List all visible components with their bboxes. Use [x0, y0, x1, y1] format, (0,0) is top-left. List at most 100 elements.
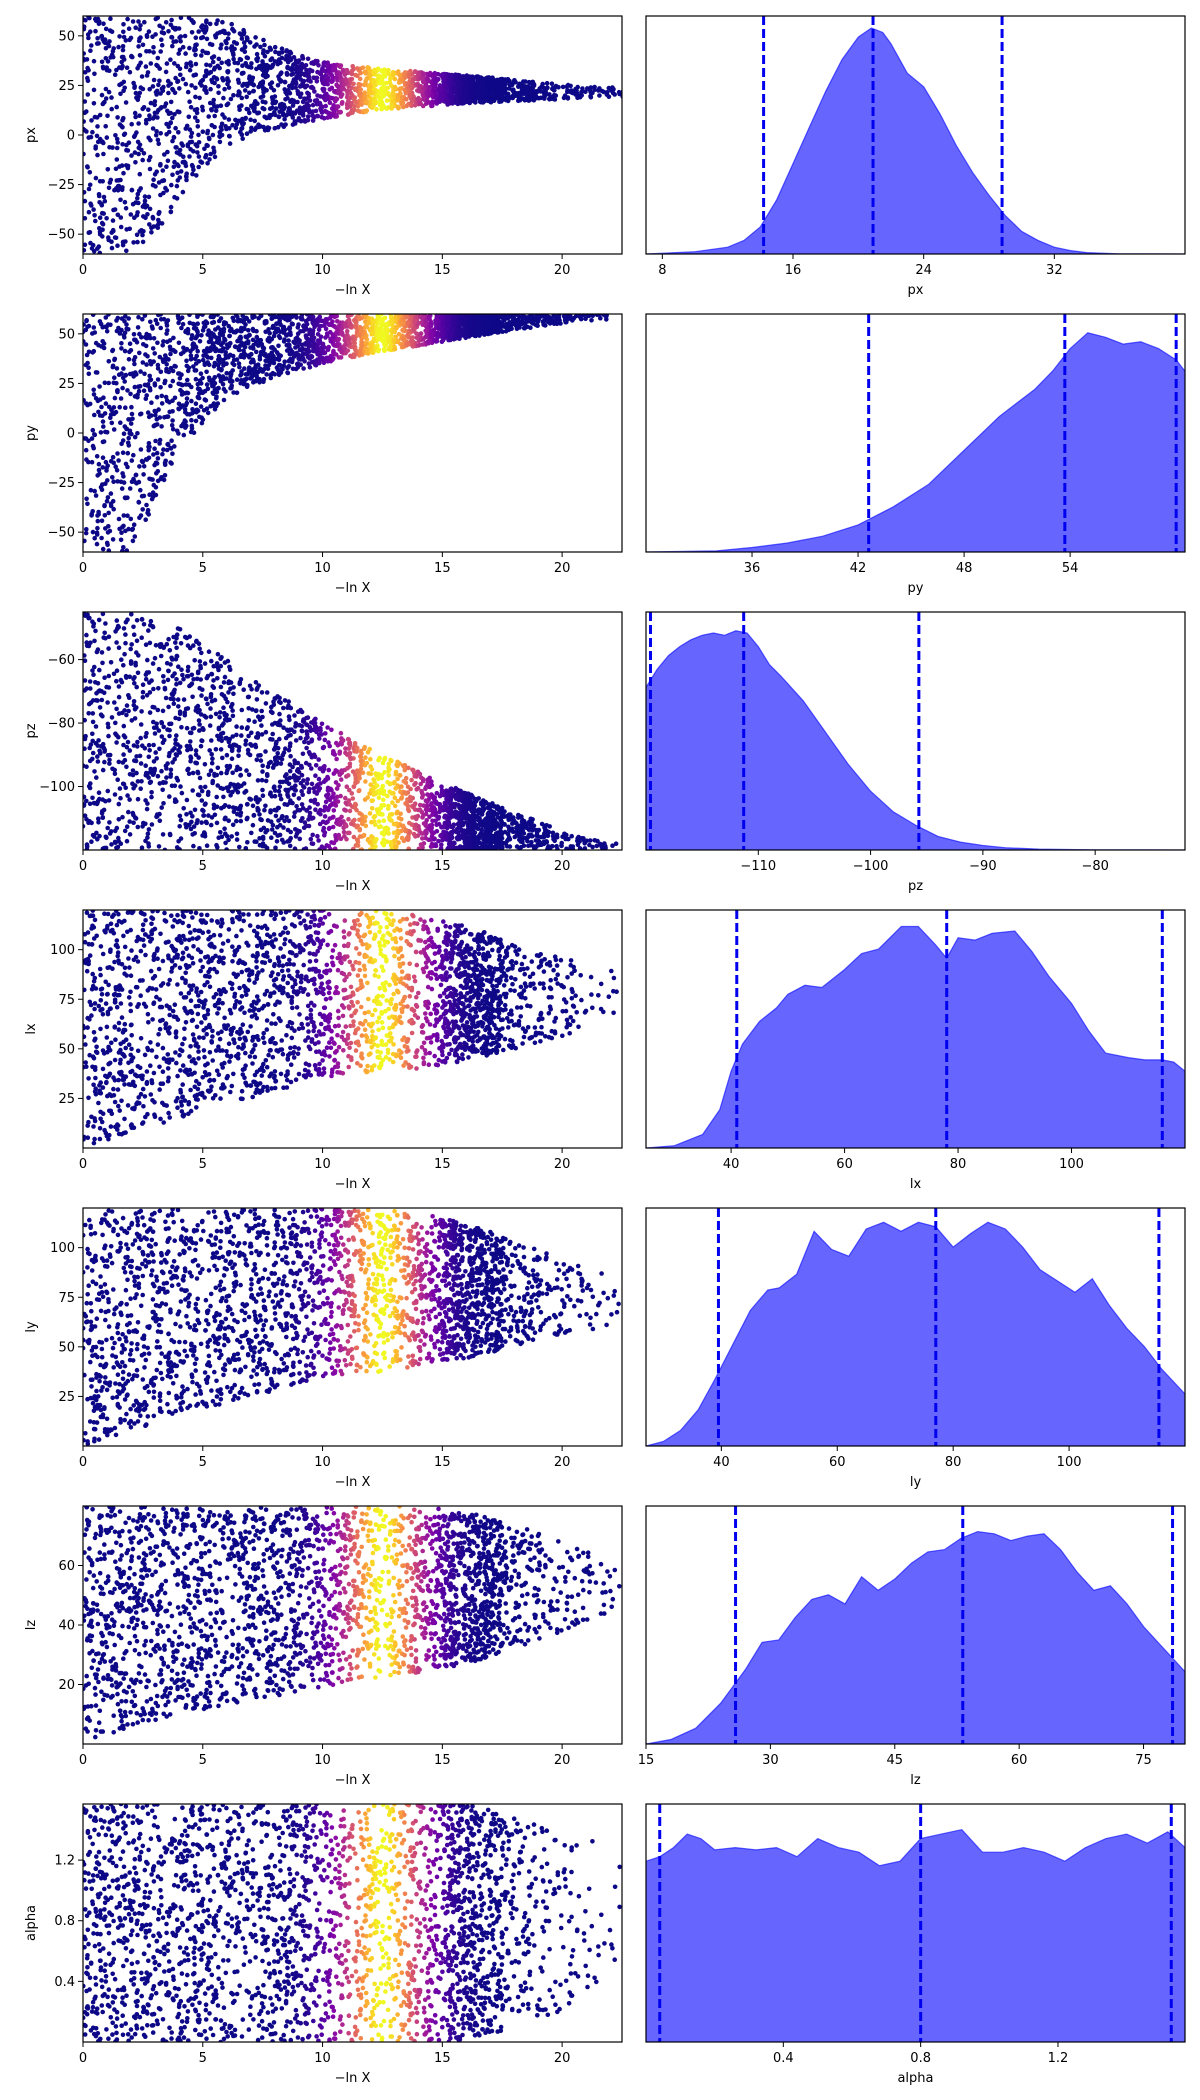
scatter-point	[121, 366, 126, 371]
scatter-point	[161, 84, 166, 90]
scatter-point	[183, 64, 189, 70]
scatter-point	[403, 90, 409, 96]
scatter-point	[289, 65, 295, 70]
scatter-point	[202, 397, 208, 402]
scatter-point	[123, 100, 129, 105]
scatter-point	[269, 56, 275, 61]
scatter-point	[239, 341, 244, 347]
scatter-point	[129, 187, 135, 193]
scatter-point	[295, 67, 300, 73]
scatter-point	[124, 147, 129, 153]
scatter-point	[212, 375, 218, 380]
scatter-point	[500, 329, 505, 335]
scatter-point	[423, 318, 429, 324]
scatter-point	[316, 327, 322, 333]
scatter-point	[118, 91, 123, 97]
scatter-point	[295, 99, 300, 105]
scatter-point	[93, 175, 99, 181]
scatter-point	[217, 30, 223, 35]
scatter-point	[410, 80, 416, 85]
scatter-point	[173, 26, 178, 32]
scatter-point	[113, 235, 119, 241]
scatter-point	[224, 40, 229, 46]
scatter-point	[265, 49, 270, 55]
scatter-point	[342, 342, 348, 348]
scatter-point	[445, 102, 450, 107]
scatter-point	[172, 112, 177, 117]
scatter-point	[239, 95, 245, 101]
scatter-point	[107, 145, 112, 150]
scatter-point	[217, 356, 223, 362]
scatter-point	[542, 318, 547, 324]
scatter-point	[386, 338, 392, 343]
scatter-point	[384, 80, 389, 86]
scatter-point	[183, 126, 189, 131]
scatter-point	[304, 67, 309, 73]
scatter-point	[549, 81, 555, 86]
scatter-point	[231, 93, 236, 98]
scatter-point	[399, 77, 404, 82]
scatter-point	[105, 478, 110, 483]
scatter-point	[588, 85, 594, 90]
scatter-point	[561, 95, 567, 101]
scatter-point	[99, 518, 105, 524]
scatter-point	[250, 370, 255, 376]
scatter-point	[273, 49, 278, 55]
scatter-point	[172, 61, 177, 66]
scatter-point	[85, 75, 90, 81]
scatter-point	[138, 447, 144, 452]
scatter-point	[304, 335, 309, 341]
scatter-point	[187, 320, 193, 326]
scatter-point	[211, 145, 216, 151]
scatter-point	[151, 336, 157, 341]
scatter-point	[192, 368, 198, 373]
scatter-point	[336, 323, 342, 329]
scatter-point	[291, 55, 297, 60]
scatter-point	[165, 158, 171, 164]
scatter-point	[178, 16, 184, 20]
scatter-point	[369, 325, 375, 331]
scatter-point	[259, 63, 264, 68]
scatter-point	[185, 89, 191, 95]
scatter-point	[311, 75, 316, 80]
scatter-point	[252, 101, 257, 106]
scatter-point	[430, 99, 435, 104]
scatter-point	[95, 36, 100, 41]
scatter-point	[289, 314, 295, 318]
scatter-point	[606, 85, 612, 91]
scatter-point	[409, 314, 415, 317]
scatter-point	[288, 351, 293, 357]
scatter-point	[395, 104, 400, 110]
scatter-point	[383, 322, 389, 327]
scatter-point	[209, 77, 214, 83]
scatter-point	[375, 93, 381, 99]
scatter-point	[175, 170, 180, 176]
scatter-point	[105, 322, 111, 327]
scatter-point	[146, 157, 152, 163]
scatter-point	[285, 95, 290, 101]
scatter-point	[93, 493, 99, 498]
scatter-point	[121, 22, 126, 27]
scatter-point	[253, 35, 258, 40]
scatter-point	[588, 95, 594, 100]
scatter-point	[288, 50, 294, 56]
scatter-point	[155, 366, 161, 371]
scatter-point	[448, 92, 454, 97]
scatter-point	[191, 149, 196, 154]
scatter-point	[96, 41, 101, 46]
x-axis-label: px	[908, 283, 924, 298]
scatter-point	[114, 468, 120, 473]
scatter-point	[531, 91, 536, 97]
scatter-point	[189, 426, 195, 431]
scatter-point	[235, 68, 240, 73]
scatter-point	[250, 337, 256, 343]
scatter-point	[439, 97, 445, 103]
scatter-point	[586, 314, 592, 319]
scatter-point	[325, 110, 331, 116]
scatter-point	[146, 135, 151, 141]
scatter-point	[578, 316, 584, 322]
scatter-point	[433, 79, 439, 84]
scatter-point	[279, 101, 285, 107]
scatter-point	[262, 42, 267, 48]
scatter-point	[363, 109, 369, 114]
